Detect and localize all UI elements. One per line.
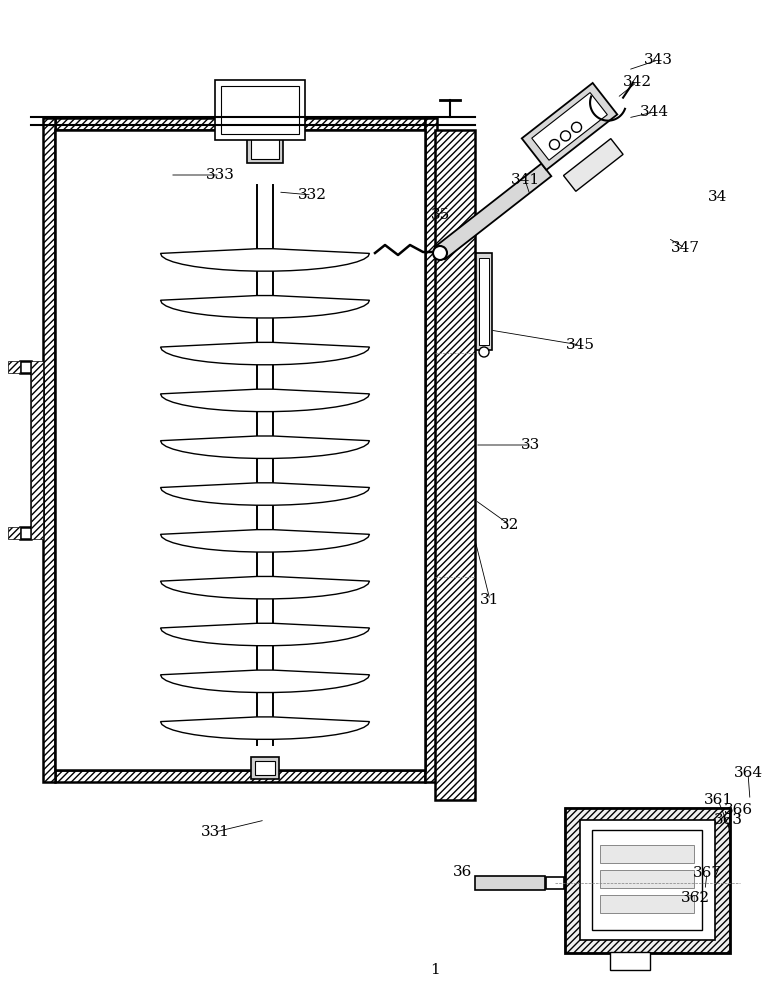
Bar bbox=[255, 761, 275, 775]
Polygon shape bbox=[160, 530, 370, 552]
Bar bbox=[251, 757, 279, 779]
Text: 1: 1 bbox=[430, 963, 440, 977]
Text: 332: 332 bbox=[298, 188, 327, 202]
Bar bbox=[600, 845, 694, 863]
Polygon shape bbox=[172, 428, 358, 445]
Bar bbox=[215, 80, 305, 140]
Circle shape bbox=[479, 347, 489, 357]
Polygon shape bbox=[160, 483, 370, 505]
Text: 362: 362 bbox=[680, 891, 709, 905]
Circle shape bbox=[561, 131, 571, 141]
Polygon shape bbox=[160, 623, 370, 646]
Circle shape bbox=[549, 140, 559, 150]
Text: 33: 33 bbox=[520, 438, 540, 452]
Polygon shape bbox=[172, 381, 358, 399]
Text: 342: 342 bbox=[623, 75, 651, 89]
Polygon shape bbox=[20, 361, 43, 539]
Polygon shape bbox=[172, 240, 358, 258]
Polygon shape bbox=[160, 717, 370, 739]
Polygon shape bbox=[160, 436, 370, 458]
Polygon shape bbox=[160, 389, 370, 412]
Text: 341: 341 bbox=[510, 173, 539, 187]
Polygon shape bbox=[564, 139, 623, 191]
Polygon shape bbox=[160, 296, 370, 318]
Bar bbox=[600, 870, 694, 888]
Bar bbox=[31, 361, 43, 539]
Polygon shape bbox=[172, 287, 358, 305]
Bar bbox=[565, 808, 730, 953]
Bar bbox=[425, 118, 437, 782]
Polygon shape bbox=[532, 93, 607, 160]
Bar bbox=[8, 361, 20, 373]
Polygon shape bbox=[435, 164, 551, 259]
Text: 345: 345 bbox=[565, 338, 594, 352]
Bar bbox=[610, 952, 650, 970]
Bar bbox=[580, 820, 715, 940]
Polygon shape bbox=[172, 521, 358, 539]
Polygon shape bbox=[172, 709, 358, 726]
Polygon shape bbox=[172, 474, 358, 492]
Bar bbox=[247, 133, 283, 163]
Bar bbox=[600, 895, 694, 913]
Polygon shape bbox=[172, 662, 358, 679]
Bar bbox=[476, 253, 492, 350]
Text: 31: 31 bbox=[480, 593, 499, 607]
Text: 36: 36 bbox=[453, 865, 472, 879]
Bar bbox=[435, 130, 475, 800]
Polygon shape bbox=[160, 576, 370, 599]
Circle shape bbox=[571, 122, 581, 132]
Bar bbox=[55, 130, 425, 770]
Bar bbox=[8, 527, 20, 539]
Text: 363: 363 bbox=[713, 813, 742, 827]
Text: 32: 32 bbox=[500, 518, 520, 532]
Text: 35: 35 bbox=[430, 208, 449, 222]
Bar bbox=[475, 876, 545, 890]
Text: 361: 361 bbox=[703, 793, 732, 807]
Bar bbox=[43, 118, 55, 782]
Text: 366: 366 bbox=[723, 803, 752, 817]
Bar bbox=[221, 86, 299, 134]
Bar bbox=[479, 258, 489, 345]
Text: 333: 333 bbox=[206, 168, 235, 182]
Polygon shape bbox=[172, 615, 358, 633]
Bar bbox=[55, 770, 425, 782]
Text: 34: 34 bbox=[708, 190, 728, 204]
Bar bbox=[592, 830, 702, 930]
Bar bbox=[546, 877, 564, 889]
Text: 344: 344 bbox=[640, 105, 669, 119]
Text: 331: 331 bbox=[200, 825, 229, 839]
Polygon shape bbox=[160, 249, 370, 271]
Bar bbox=[55, 118, 425, 130]
Text: 347: 347 bbox=[670, 241, 700, 255]
Bar bbox=[565, 808, 730, 953]
Text: 367: 367 bbox=[693, 866, 722, 880]
Polygon shape bbox=[160, 670, 370, 693]
Text: 364: 364 bbox=[733, 766, 762, 780]
Text: 343: 343 bbox=[644, 53, 673, 67]
Circle shape bbox=[433, 246, 447, 260]
Polygon shape bbox=[172, 334, 358, 352]
Bar bbox=[251, 137, 279, 159]
Polygon shape bbox=[172, 568, 358, 586]
Polygon shape bbox=[160, 342, 370, 365]
Polygon shape bbox=[522, 83, 617, 170]
